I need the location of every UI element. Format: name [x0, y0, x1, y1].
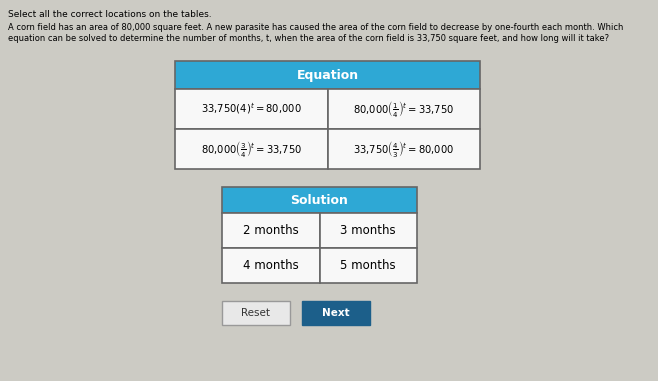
Bar: [175, 129, 328, 169]
Bar: [320, 248, 417, 283]
Bar: [320, 213, 417, 248]
Text: Reset: Reset: [241, 308, 270, 318]
Bar: [222, 213, 320, 248]
Text: Select all the correct locations on the tables.: Select all the correct locations on the …: [8, 10, 212, 19]
Text: Equation: Equation: [297, 69, 359, 82]
Text: 4 months: 4 months: [243, 259, 299, 272]
Text: $33{,}750\left(\frac{4}{3}\right)^t = 80{,}000$: $33{,}750\left(\frac{4}{3}\right)^t = 80…: [353, 139, 455, 159]
Bar: [222, 248, 320, 283]
Text: A corn field has an area of 80,000 square feet. A new parasite has caused the ar: A corn field has an area of 80,000 squar…: [8, 23, 623, 32]
Text: $33{,}750(4)^t = 80{,}000$: $33{,}750(4)^t = 80{,}000$: [201, 102, 301, 117]
Bar: [222, 301, 290, 325]
Text: 3 months: 3 months: [340, 224, 396, 237]
Text: Next: Next: [322, 308, 350, 318]
Bar: [175, 89, 328, 129]
Text: equation can be solved to determine the number of months, t, when the area of th: equation can be solved to determine the …: [8, 34, 609, 43]
Bar: [328, 129, 480, 169]
Bar: [302, 301, 370, 325]
Bar: [175, 61, 480, 89]
Text: 5 months: 5 months: [340, 259, 396, 272]
Bar: [222, 187, 417, 213]
Text: Solution: Solution: [291, 194, 349, 207]
Text: $80{,}000\left(\frac{1}{4}\right)^t = 33{,}750$: $80{,}000\left(\frac{1}{4}\right)^t = 33…: [353, 99, 455, 119]
Text: 2 months: 2 months: [243, 224, 299, 237]
Bar: [328, 89, 480, 129]
Text: $80{,}000\left(\frac{3}{4}\right)^t = 33{,}750$: $80{,}000\left(\frac{3}{4}\right)^t = 33…: [201, 139, 302, 159]
